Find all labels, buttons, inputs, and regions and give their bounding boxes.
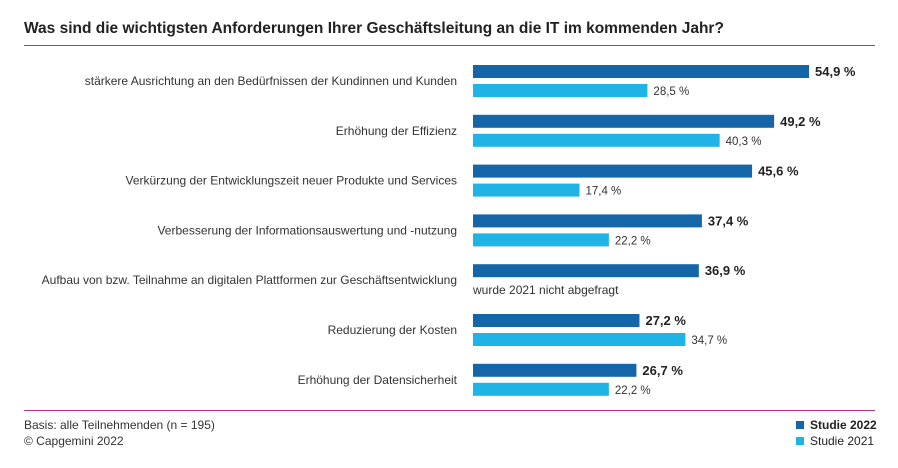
- bar-2022: [473, 363, 637, 377]
- value-label-2021: 40,3 %: [726, 136, 762, 148]
- bar-2022: [473, 65, 809, 78]
- category-label: Erhöhung der Effizienz: [336, 124, 457, 138]
- legend-item-2022: Studie 2022: [796, 418, 877, 432]
- chart-title: Was sind die wichtigsten Anforderungen I…: [24, 20, 724, 37]
- legend-label-2022: Studie 2022: [810, 418, 877, 432]
- bar-2022: [473, 214, 702, 228]
- value-label-2022: 27,2 %: [645, 313, 686, 328]
- value-label-2021: 22,2 %: [615, 385, 651, 397]
- legend-swatch-2022: [796, 421, 804, 429]
- value-label-2022: 54,9 %: [815, 64, 856, 79]
- bottom-divider: [24, 410, 875, 411]
- footer-copyright: © Capgemini 2022: [24, 434, 124, 448]
- category-label: Verbesserung der Informationsauswertung …: [157, 223, 457, 237]
- value-label-2022: 26,7 %: [642, 363, 683, 378]
- bar-2021: [473, 84, 648, 97]
- bar-2021: [473, 233, 609, 247]
- category-label: stärkere Ausrichtung an den Bedürfnissen…: [85, 74, 457, 88]
- footer-basis: Basis: alle Teilnehmenden (n = 195): [24, 418, 215, 432]
- value-label-2022: 49,2 %: [780, 114, 821, 129]
- not-surveyed-note: wurde 2021 nicht abgefragt: [472, 283, 619, 297]
- bar-2021: [473, 333, 686, 346]
- value-label-2021: 28,5 %: [653, 86, 689, 98]
- value-label-2021: 34,7 %: [691, 335, 727, 347]
- value-label-2021: 17,4 %: [585, 186, 621, 198]
- legend-label-2021: Studie 2021: [810, 434, 875, 448]
- top-divider: [24, 45, 875, 46]
- value-label-2022: 45,6 %: [758, 164, 799, 179]
- value-label-2022: 37,4 %: [708, 213, 749, 228]
- legend-item-2021: Studie 2021: [796, 434, 874, 448]
- value-label-2022: 36,9 %: [705, 263, 746, 278]
- bar-2022: [473, 164, 753, 178]
- bar-2021: [473, 183, 580, 197]
- bar-2021: [473, 382, 609, 396]
- category-label: Reduzierung der Kosten: [328, 323, 457, 337]
- category-label: Aufbau von bzw. Teilnahme an digitalen P…: [42, 273, 457, 287]
- bar-2022: [473, 264, 699, 278]
- bar-chart: stärkere Ausrichtung an den Bedürfnissen…: [42, 64, 856, 397]
- bar-2022: [473, 314, 640, 327]
- category-label: Verkürzung der Entwicklungszeit neuer Pr…: [125, 174, 457, 188]
- legend-swatch-2021: [796, 437, 804, 445]
- value-label-2021: 22,2 %: [615, 235, 651, 247]
- bar-2022: [473, 114, 775, 128]
- category-label: Erhöhung der Datensicherheit: [298, 373, 458, 387]
- bar-2021: [473, 133, 720, 147]
